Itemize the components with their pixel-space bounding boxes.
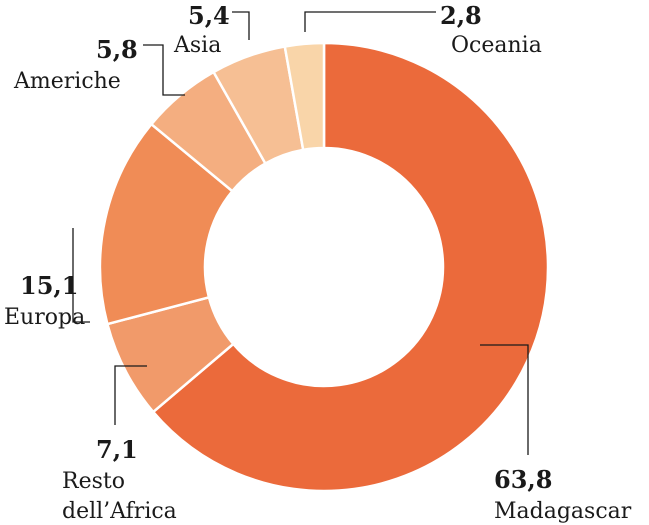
leader-line-europa <box>72 228 90 323</box>
value-label-oceania: 2,8 <box>440 1 482 30</box>
slice-oceania <box>283 41 326 152</box>
value-label-americhe: 5,8 <box>96 35 138 64</box>
value-label-asia: 5,4 <box>188 1 230 30</box>
category-label-europa: Europa <box>4 305 85 330</box>
category-label-americhe: Americhe <box>13 69 121 94</box>
leader-line-oceania <box>304 11 436 32</box>
value-label-madagascar: 63,8 <box>494 465 552 494</box>
donut-slices <box>98 41 550 493</box>
category-label-madagascar: Madagascar <box>494 499 632 524</box>
category-label-asia: Asia <box>173 33 221 58</box>
slice-madagascar <box>151 41 550 493</box>
value-label-europa: 15,1 <box>20 271 78 300</box>
value-label-resto-dell-africa: 7,1 <box>96 435 138 464</box>
leader-line-madagascar <box>480 344 529 455</box>
slice-labels: 63,8 Madagascar 7,1 Resto dell’Africa 15,1 Eur… <box>4 1 632 524</box>
category-label-resto-dell-africa-line-1: Resto <box>62 469 125 494</box>
category-label-resto-dell-africa-line-2: dell’Africa <box>62 499 177 524</box>
slice-europa <box>98 122 235 326</box>
leader-line-asia <box>232 11 250 40</box>
leader-line-resto-dell-africa <box>114 365 147 425</box>
leader-line-americhe <box>143 44 185 96</box>
leader-lines <box>72 11 529 455</box>
category-label-oceania: Oceania <box>451 33 542 58</box>
